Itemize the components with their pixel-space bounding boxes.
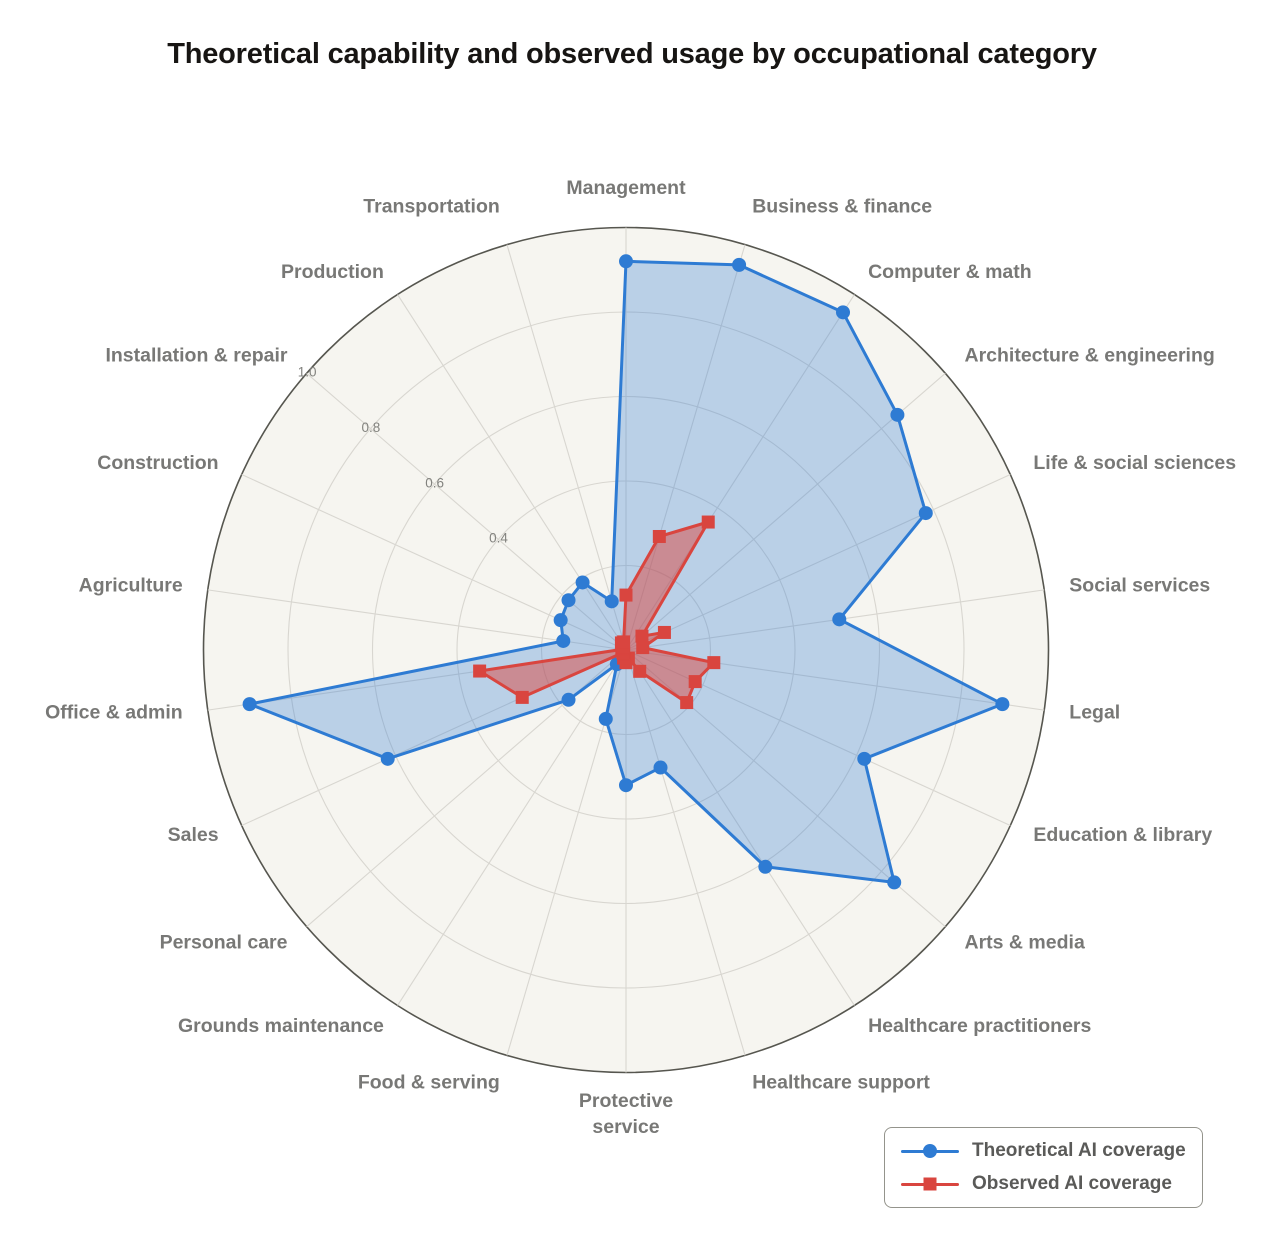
- legend-square-marker-icon: [901, 1176, 959, 1192]
- legend-label-observed: Observed AI coverage: [972, 1173, 1172, 1194]
- grid-spoke: [397, 649, 627, 1006]
- data-point-legal: [707, 656, 721, 670]
- category-label-social-services: Social services: [1069, 574, 1210, 596]
- grid-spoke: [207, 589, 627, 651]
- data-point-management: [619, 254, 633, 269]
- grid-spoke: [506, 244, 627, 651]
- legend-label-theoretical: Theoretical AI coverage: [972, 1140, 1186, 1161]
- data-point-office-admin: [473, 664, 487, 678]
- data-point-sales: [380, 751, 395, 766]
- category-label-management: Management: [566, 177, 686, 199]
- data-point-transportation: [604, 594, 619, 609]
- radial-tick-label: 0.6: [425, 475, 444, 490]
- data-point-education-library: [688, 675, 702, 689]
- data-point-management: [619, 588, 633, 602]
- legend-item-observed: Observed AI coverage: [901, 1169, 1186, 1199]
- data-point-healthcare-practitioners: [633, 664, 647, 678]
- category-label-office-admin: Office & admin: [45, 702, 183, 724]
- category-label-sales: Sales: [168, 824, 219, 846]
- data-point-healthcare-support: [653, 760, 668, 775]
- radial-tick-labels: 0.4 0.6 0.8 1.0: [298, 364, 509, 545]
- data-point-arts-media: [887, 875, 902, 890]
- category-label-transportation: Transportation: [363, 195, 500, 217]
- data-point-computer-math: [701, 515, 715, 529]
- grid-spoke: [397, 294, 627, 651]
- data-point-education-library: [857, 751, 872, 766]
- data-point-office-admin: [242, 697, 257, 712]
- data-point-social-services: [636, 641, 650, 655]
- category-labels: Management Business & finance Computer & m…: [45, 177, 1236, 1138]
- series-observed-ai-coverage: [473, 515, 721, 710]
- grid-spoke: [625, 649, 746, 1056]
- category-label-production: Production: [281, 261, 384, 283]
- data-point-construction: [553, 613, 568, 628]
- category-label-healthcare-support: Healthcare support: [752, 1072, 930, 1094]
- category-label-architecture-engineering: Architecture & engineering: [965, 345, 1215, 367]
- data-point-personal-care: [561, 692, 576, 707]
- data-point-computer-math: [835, 305, 850, 320]
- data-point-food-serving: [598, 711, 613, 726]
- grid-spoke: [625, 473, 1011, 651]
- radial-tick-label: 0.4: [489, 531, 508, 546]
- category-label-protective-service: Protective service: [579, 1090, 673, 1138]
- grid-spoke: [625, 372, 946, 651]
- data-point-architecture-engineering: [635, 629, 649, 643]
- category-label-legal: Legal: [1069, 702, 1120, 724]
- data-point-agriculture: [556, 633, 571, 648]
- category-label-life-social-sciences: Life & social sciences: [1033, 452, 1236, 474]
- legend-item-theoretical: Theoretical AI coverage: [901, 1136, 1186, 1166]
- data-point-life-social-sciences: [918, 506, 933, 521]
- category-label-construction: Construction: [97, 452, 218, 474]
- legend: Theoretical AI coverage Observed AI cove…: [884, 1127, 1203, 1208]
- category-label-personal-care: Personal care: [160, 931, 288, 953]
- radial-tick-label: 1.0: [298, 364, 317, 379]
- data-point-healthcare-practitioners: [758, 859, 773, 874]
- data-point-life-social-sciences: [657, 625, 671, 639]
- category-label-food-serving: Food & serving: [358, 1072, 500, 1094]
- grid-spoke: [625, 649, 855, 1006]
- data-point-production: [575, 575, 590, 590]
- category-label-healthcare-practitioners: Healthcare practitioners: [868, 1015, 1091, 1037]
- data-point-business-finance: [652, 529, 666, 543]
- category-label-business-finance: Business & finance: [752, 195, 932, 217]
- data-point-arts-media: [680, 696, 694, 710]
- category-label-computer-math: Computer & math: [868, 261, 1032, 283]
- category-label-installation-repair: Installation & repair: [105, 345, 287, 367]
- data-point-transportation: [617, 635, 631, 649]
- series-fill: [479, 522, 714, 703]
- data-point-architecture-engineering: [890, 407, 905, 422]
- legend-circle-marker-icon: [901, 1143, 959, 1159]
- category-label-agriculture: Agriculture: [79, 574, 183, 596]
- category-label-education-library: Education & library: [1033, 824, 1212, 846]
- data-point-business-finance: [732, 257, 747, 272]
- data-point-social-services: [832, 612, 847, 627]
- data-point-sales: [515, 690, 529, 704]
- series-theoretical-ai-coverage: [242, 254, 1010, 890]
- radial-tick-label: 0.8: [362, 420, 381, 435]
- page-title: Theoretical capability and observed usag…: [167, 38, 1097, 70]
- category-label-grounds-maintenance: Grounds maintenance: [178, 1015, 384, 1037]
- data-point-protective-service: [619, 778, 633, 793]
- category-label-arts-media: Arts & media: [965, 931, 1085, 953]
- series-fill: [249, 261, 1003, 883]
- data-point-installation-repair: [561, 593, 576, 608]
- data-point-legal: [995, 697, 1010, 712]
